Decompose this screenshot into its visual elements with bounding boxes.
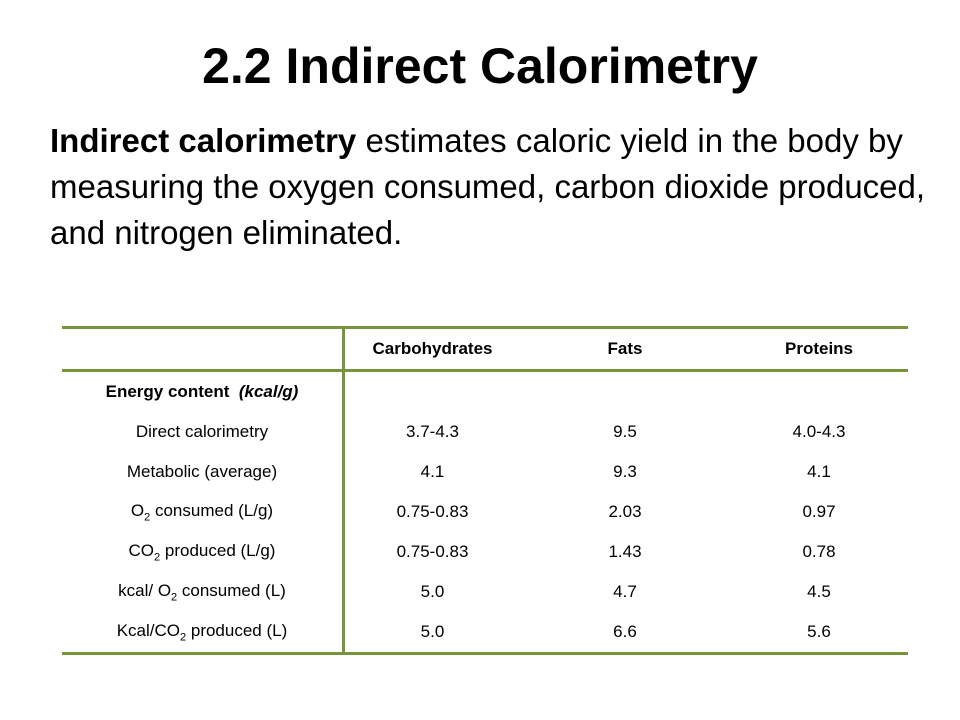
slide-title: 2.2 Indirect Calorimetry — [202, 38, 758, 94]
cell: 4.1 — [420, 462, 445, 481]
label-text: consumed (L/g) — [150, 500, 274, 520]
table-row: Kcal/CO2 produced (L) 5.0 6.6 5.6 — [62, 612, 908, 654]
cell — [344, 371, 521, 413]
section-label: Energy content (kcal/g) — [62, 370, 345, 412]
row-label: Kcal/CO2 produced (L) — [62, 612, 345, 654]
intro-bold: Indirect calorimetry — [50, 122, 357, 159]
subscript: 2 — [171, 591, 178, 604]
column-header: Proteins — [784, 339, 854, 358]
label-text: Direct calorimetry — [135, 422, 269, 441]
table-row: O2 consumed (L/g) 0.75-0.83 2.03 0.97 — [62, 492, 908, 532]
table-row: kcal/ O2 consumed (L) 5.0 4.7 4.5 — [62, 572, 908, 612]
cell: 0.75-0.83 — [396, 502, 469, 521]
cell: 9.3 — [613, 462, 637, 481]
row-label: CO2 produced (L/g) — [62, 532, 345, 572]
section-row: Energy content (kcal/g) — [62, 370, 908, 413]
label-text: O — [130, 500, 145, 520]
cell: 5.0 — [420, 622, 445, 641]
subscript: 2 — [144, 511, 151, 524]
column-header: Fats — [607, 339, 643, 358]
label-text: kcal/ O — [118, 580, 172, 600]
data-table: Carbohydrates Fats Proteins Energy content… — [62, 326, 908, 655]
label-text: produced (L/g) — [160, 540, 276, 560]
section-text: Energy content — [105, 382, 230, 401]
cell: 4.0-4.3 — [792, 422, 846, 441]
cell: 5.0 — [420, 582, 445, 601]
column-header: Carbohydrates — [372, 339, 493, 358]
table-row: CO2 produced (L/g) 0.75-0.83 1.43 0.78 — [62, 532, 908, 572]
row-label: kcal/ O2 consumed (L) — [62, 572, 345, 612]
label-text: CO — [128, 540, 155, 560]
cell: 4.5 — [807, 582, 831, 601]
subscript: 2 — [180, 631, 187, 644]
row-label: O2 consumed (L/g) — [62, 492, 345, 532]
cell: 3.7-4.3 — [406, 422, 459, 441]
cell: 0.75-0.83 — [396, 542, 469, 561]
label-text: Kcal/CO — [116, 620, 181, 640]
table-row: Direct calorimetry 3.7-4.3 9.5 4.0-4.3 — [62, 412, 908, 452]
header-row: Carbohydrates Fats Proteins — [62, 327, 908, 371]
cell: 4.7 — [613, 582, 637, 601]
label-text: Metabolic (average) — [126, 462, 278, 481]
subscript: 2 — [154, 551, 161, 564]
cell: 4.1 — [807, 462, 831, 481]
section-unit: (kcal/g) — [238, 382, 299, 401]
table-row: Metabolic (average) 4.1 9.3 4.1 — [62, 452, 908, 492]
intro-text: estimates caloric yield in the body by m… — [50, 122, 926, 251]
cell: 6.6 — [613, 622, 637, 641]
label-text: produced (L) — [186, 620, 288, 640]
cell: 1.43 — [608, 542, 642, 561]
cell: 0.78 — [802, 542, 836, 561]
cell: 0.97 — [802, 502, 836, 521]
cell: 5.6 — [807, 622, 831, 641]
cell: 9.5 — [613, 422, 637, 441]
cell — [730, 371, 908, 413]
intro-paragraph: Indirect calorimetry estimates caloric y… — [50, 118, 930, 256]
row-label: Metabolic (average) — [62, 452, 345, 492]
cell — [520, 371, 730, 413]
cell: 2.03 — [608, 502, 642, 521]
label-text: consumed (L) — [177, 580, 286, 600]
header-cell — [62, 327, 345, 371]
row-label: Direct calorimetry — [62, 412, 345, 452]
